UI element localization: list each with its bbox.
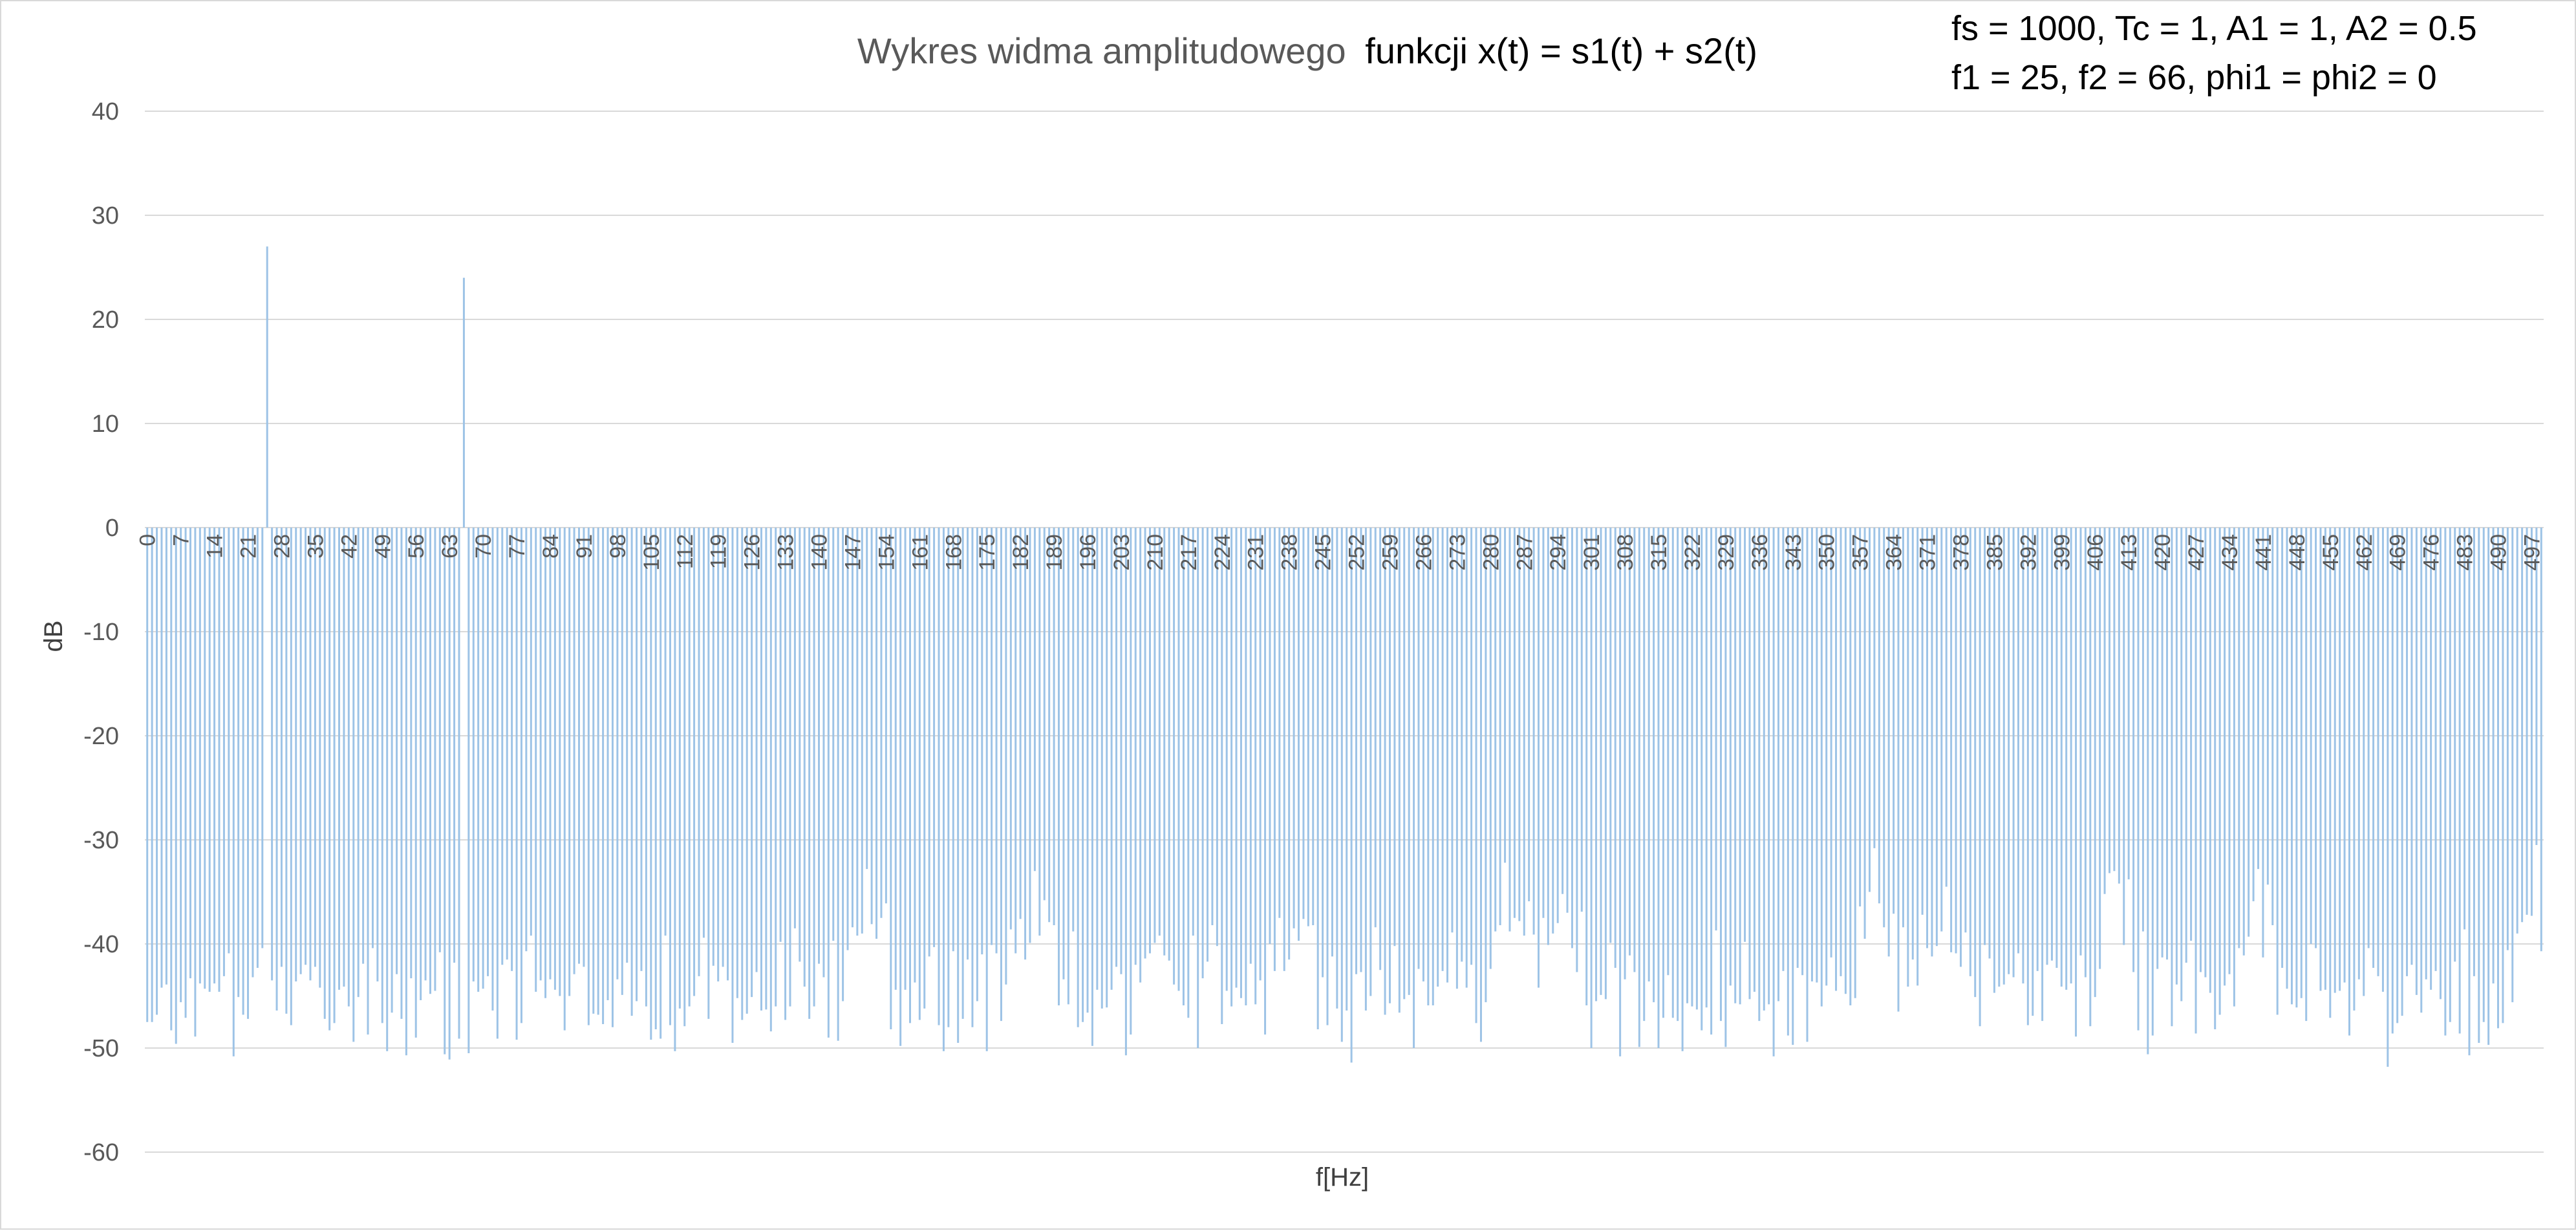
x-tick-label: 84 [539, 534, 563, 559]
x-tick-label: 371 [1916, 534, 1940, 571]
annotation-line-1: fs = 1000, Tc = 1, A1 = 1, A2 = 0.5 [1951, 9, 2477, 48]
x-tick-label: 175 [975, 534, 1000, 571]
x-tick-label: 231 [1244, 534, 1269, 571]
x-tick-label: 140 [808, 534, 832, 571]
x-tick-label: 77 [505, 534, 530, 559]
y-tick-label: -40 [83, 931, 119, 958]
x-tick-label: 182 [1009, 534, 1033, 571]
x-tick-label: 469 [2386, 534, 2410, 571]
title-part-1: Wykres widma amplitudowego [857, 30, 1346, 71]
x-tick-label: 420 [2151, 534, 2175, 571]
x-tick-label: 161 [908, 534, 932, 571]
x-tick-label: 273 [1445, 534, 1470, 571]
x-tick-label: 413 [2117, 534, 2141, 571]
y-tick-label: 40 [92, 98, 119, 125]
x-tick-label: 308 [1613, 534, 1638, 571]
x-tick-label: 119 [707, 534, 731, 569]
y-tick-label: -10 [83, 619, 119, 646]
x-tick-label: 217 [1177, 534, 1201, 571]
x-tick-label: 399 [2050, 534, 2074, 571]
x-tick-label: 455 [2319, 534, 2343, 571]
y-tick-label: -50 [83, 1035, 119, 1062]
x-tick-label: 434 [2218, 534, 2242, 571]
x-tick-label: 49 [370, 534, 395, 559]
x-tick-label: 448 [2285, 534, 2310, 571]
y-tick-label: -30 [83, 827, 119, 854]
x-tick-label: 154 [874, 534, 899, 571]
x-tick-label: 168 [941, 534, 966, 571]
x-tick-labels: 0 7 14 21 28 35 42 49 56 63 70 77 84 91 98 105 112 119 126… [136, 534, 2545, 571]
x-tick-label: 385 [1982, 534, 2007, 571]
x-tick-label: 105 [639, 534, 664, 571]
y-tick-label: 30 [92, 202, 119, 230]
x-tick-label: 91 [572, 534, 597, 559]
x-tick-label: 56 [404, 534, 429, 559]
title-part-2: funkcji x(t) = s1(t) + s2(t) [1365, 30, 1757, 71]
x-tick-label: 322 [1680, 534, 1705, 571]
x-tick-label: 252 [1345, 534, 1369, 571]
x-tick-label: 203 [1110, 534, 1134, 571]
x-tick-label: 210 [1143, 534, 1168, 571]
x-tick-label: 476 [2420, 534, 2444, 571]
x-tick-label: 287 [1512, 534, 1537, 571]
x-tick-label: 112 [673, 534, 698, 569]
x-tick-label: 0 [136, 534, 160, 546]
y-axis-label: dB [39, 621, 68, 652]
y-tick-label: -60 [83, 1139, 119, 1166]
x-tick-label: 462 [2352, 534, 2377, 571]
x-tick-label: 238 [1278, 534, 1302, 571]
x-tick-label: 336 [1748, 534, 1772, 571]
x-tick-label: 35 [303, 534, 328, 559]
x-tick-label: 245 [1311, 534, 1336, 571]
y-tick-label: -20 [83, 723, 119, 750]
x-axis-label: f[Hz] [1316, 1163, 1369, 1192]
x-tick-label: 147 [841, 534, 865, 571]
x-tick-label: 189 [1042, 534, 1067, 571]
x-tick-label: 406 [2083, 534, 2108, 571]
x-tick-label: 294 [1546, 534, 1571, 571]
x-tick-label: 343 [1781, 534, 1806, 571]
x-tick-label: 378 [1949, 534, 1973, 571]
x-tick-label: 126 [740, 534, 765, 571]
x-tick-label: 28 [270, 534, 294, 559]
x-tick-label: 392 [2016, 534, 2041, 571]
x-tick-label: 63 [438, 534, 462, 559]
y-tick-label: 0 [105, 515, 119, 542]
x-tick-label: 7 [169, 534, 194, 546]
x-tick-label: 14 [203, 534, 228, 559]
annotation-line-2: f1 = 25, f2 = 66, phi1 = phi2 = 0 [1951, 58, 2437, 97]
x-tick-label: 301 [1580, 534, 1604, 571]
x-tick-label: 259 [1378, 534, 1402, 571]
y-tick-label: 10 [92, 411, 119, 438]
chart-title: Wykres widma amplitudowego funkcji x(t) … [857, 30, 1757, 71]
x-tick-label: 70 [471, 534, 496, 559]
x-tick-label: 427 [2184, 534, 2209, 571]
y-tick-label: 20 [92, 306, 119, 334]
x-tick-label: 497 [2520, 534, 2544, 571]
x-tick-label: 133 [774, 534, 799, 571]
x-tick-label: 196 [1076, 534, 1100, 571]
x-tick-label: 364 [1882, 534, 1907, 571]
x-tick-label: 483 [2453, 534, 2478, 571]
x-tick-label: 315 [1647, 534, 1671, 571]
x-tick-label: 490 [2487, 534, 2511, 571]
gridlines [145, 111, 2544, 1153]
x-tick-label: 21 [237, 534, 261, 559]
x-tick-label: 357 [1849, 534, 1873, 571]
x-tick-label: 266 [1411, 534, 1436, 571]
x-tick-label: 280 [1479, 534, 1503, 571]
x-tick-label: 441 [2251, 534, 2276, 571]
x-tick-label: 350 [1815, 534, 1840, 571]
y-tick-labels: 40 30 20 10 0 -10 -20 -30 -40 -50 -60 [83, 98, 119, 1166]
bars [146, 246, 2542, 1067]
x-tick-label: 329 [1714, 534, 1739, 571]
x-tick-label: 224 [1210, 534, 1235, 571]
x-tick-label: 98 [606, 534, 630, 559]
x-tick-label: 42 [337, 534, 361, 559]
